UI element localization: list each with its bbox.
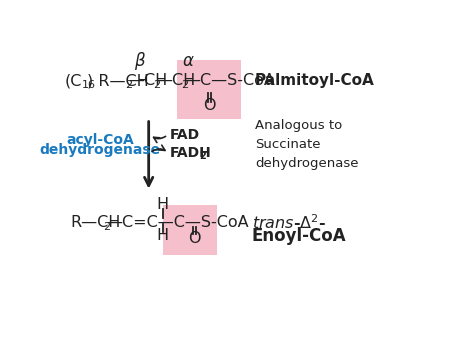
Text: (C: (C [65,73,82,89]
Text: 16: 16 [82,80,96,90]
Text: $\alpha$: $\alpha$ [182,52,195,70]
Text: R—CH: R—CH [70,215,121,230]
Text: 2: 2 [181,80,188,90]
Text: Palmitoyl-CoA: Palmitoyl-CoA [255,73,375,89]
Text: O: O [188,231,201,246]
Text: H: H [157,228,169,243]
Bar [176,60,241,119]
Text: dehydrogenase: dehydrogenase [39,143,160,158]
Text: —C—S-CoA: —C—S-CoA [184,73,275,89]
Text: 2: 2 [199,151,206,161]
Text: acyl-CoA: acyl-CoA [66,133,134,147]
Text: $\mathit{trans}$-$\Delta^{2}$-: $\mathit{trans}$-$\Delta^{2}$- [252,213,326,232]
Text: FAD: FAD [170,128,200,142]
Text: —CH: —CH [157,73,196,89]
Text: 2: 2 [103,222,110,232]
Text: H: H [157,197,169,212]
Text: —CH: —CH [128,73,168,89]
Bar [162,204,216,255]
Text: O: O [203,98,215,113]
Text: Enoyl-CoA: Enoyl-CoA [252,227,346,245]
Text: —C=C—C—S-CoA: —C=C—C—S-CoA [106,215,249,230]
Text: ) R—CH: ) R—CH [87,73,148,89]
Text: Analogous to
Succinate
dehydrogenase: Analogous to Succinate dehydrogenase [255,119,359,170]
Text: $\beta$: $\beta$ [134,50,146,72]
Text: 2: 2 [125,80,132,90]
Text: 2: 2 [153,80,160,90]
Text: FADH: FADH [170,146,212,160]
